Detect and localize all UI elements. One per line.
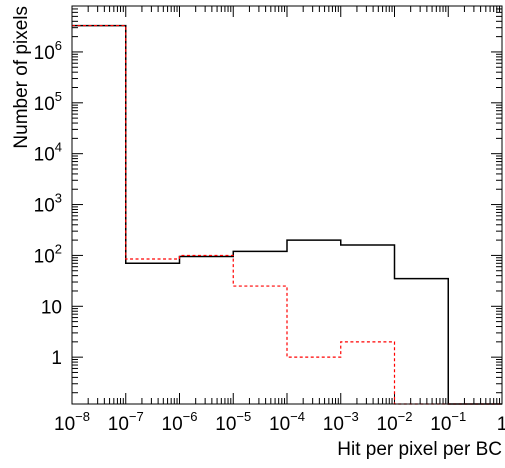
x-tick-label: 10−7: [108, 409, 144, 435]
x-tick-label: 10−3: [323, 409, 359, 435]
y-tick-label: 105: [34, 89, 62, 115]
y-tick-labels: 1 10 102 103 104 105 106: [34, 38, 62, 369]
y-tick-label: 10: [41, 297, 62, 318]
x-tick-label: 10−8: [54, 409, 90, 435]
y-tick-label: 106: [34, 38, 62, 64]
y-tick-label: 103: [34, 191, 62, 217]
y-tick-label: 102: [34, 241, 62, 267]
histogram-series: [72, 24, 502, 405]
x-tick-label: 10−6: [162, 409, 198, 435]
y-tick-label: 1: [51, 348, 62, 369]
y-tick-label: 104: [34, 140, 62, 166]
x-tick-label: 10−1: [430, 409, 466, 435]
x-tick-label: 10−2: [377, 409, 413, 435]
plot-frame: [71, 5, 503, 405]
axis-ticks: [71, 5, 503, 404]
x-tick-label: 10−4: [269, 409, 305, 435]
series-red-dashed-line: [72, 24, 502, 405]
y-axis-title: Number of pixels: [11, 6, 32, 149]
x-tick-label: 1: [497, 414, 505, 435]
series-black-solid-line: [72, 24, 502, 405]
x-tick-label: 10−5: [215, 409, 251, 435]
x-axis-title: Hit per pixel per BC: [337, 439, 502, 460]
x-tick-labels: 10−8 10−7 10−6 10−5 10−4 10−3 10−2 10−1 1: [54, 409, 505, 435]
